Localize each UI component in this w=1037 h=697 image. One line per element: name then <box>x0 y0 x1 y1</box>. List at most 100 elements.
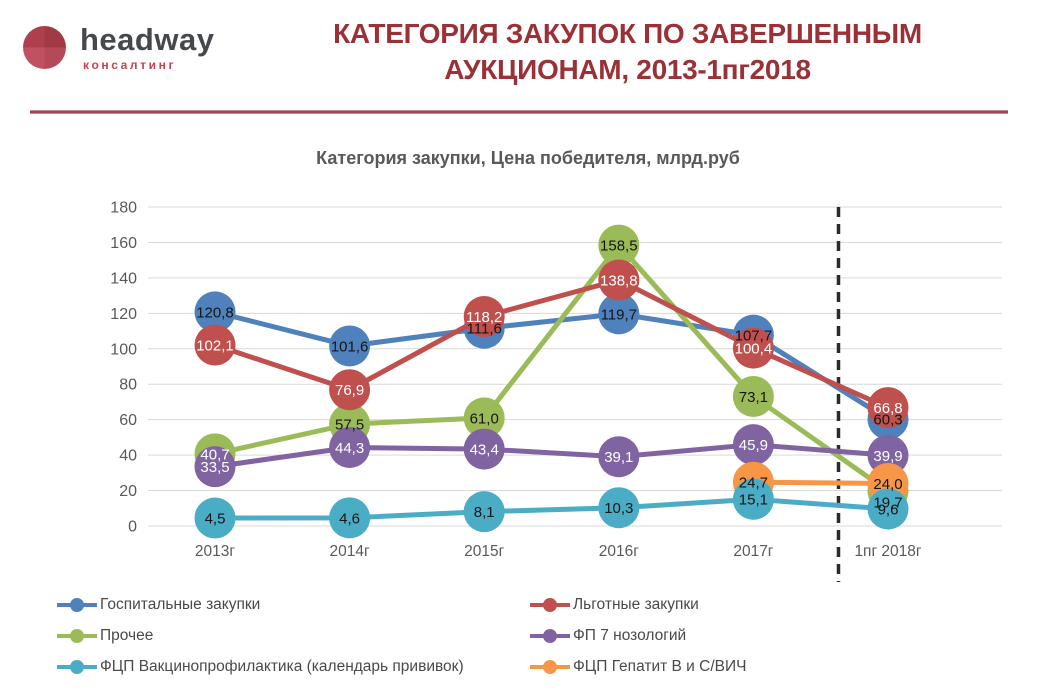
data-label: 60,3 <box>873 412 902 429</box>
data-point-marker <box>194 291 236 333</box>
series-line <box>214 496 889 521</box>
legend-label: ФЦП Вакцинопрофилактика (календарь приви… <box>100 657 464 675</box>
series-line <box>214 241 890 494</box>
data-point-marker <box>329 497 371 539</box>
series-line <box>214 309 890 422</box>
data-label: 102,1 <box>196 338 234 355</box>
legend-label: ФП 7 нозологий <box>573 626 687 644</box>
data-point-marker <box>598 487 640 529</box>
data-label: 44,3 <box>335 440 364 457</box>
data-label: 158,5 <box>600 238 638 255</box>
data-point-marker <box>463 296 505 338</box>
data-label: 15,1 <box>739 492 768 509</box>
data-label: 118,2 <box>466 309 502 326</box>
data-label: 8,1 <box>474 504 495 521</box>
legend-label: Госпитальные закупки <box>100 595 261 613</box>
data-label: 73,1 <box>739 389 768 406</box>
data-point-marker <box>598 293 640 335</box>
data-point-marker <box>732 424 774 466</box>
legend-line-marker-icon <box>530 597 570 612</box>
legend-line-marker-icon <box>57 597 97 612</box>
headway-logo-icon <box>23 26 66 69</box>
legend-item: Льготные закупки <box>530 596 746 614</box>
brand-subtitle: консалтинг <box>83 58 177 72</box>
data-point-marker <box>329 426 371 468</box>
data-label: 119,7 <box>601 306 637 323</box>
y-tick-label: 160 <box>110 235 137 252</box>
legend-item: ФЦП Гепатит В и С/ВИЧ <box>530 658 746 676</box>
y-tick-label: 60 <box>119 412 137 429</box>
data-label: 39,9 <box>873 448 902 465</box>
x-tick-label: 2015г <box>464 543 504 560</box>
series-line <box>214 442 889 470</box>
data-label: 45,9 <box>739 437 768 454</box>
page-title-line1: КАТЕГОРИЯ ЗАКУПОК ПО ЗАВЕРШЕННЫМ <box>333 18 922 49</box>
data-point-marker <box>194 446 236 488</box>
legend-label: Льготные закупки <box>573 595 699 613</box>
data-label: 138,8 <box>600 273 638 290</box>
data-point-marker <box>598 436 640 478</box>
data-label: 24,7 <box>739 475 768 492</box>
y-tick-label: 140 <box>110 270 137 287</box>
y-tick-label: 40 <box>119 448 137 465</box>
data-label: 40,7 <box>200 446 229 463</box>
data-label: 4,6 <box>339 510 360 527</box>
data-label: 43,4 <box>470 442 499 459</box>
data-label: 100,4 <box>735 341 773 358</box>
data-label: 24,0 <box>873 476 902 493</box>
legend-label: ФЦП Гепатит В и С/ВИЧ <box>573 657 747 675</box>
chart-legend: Госпитальные закупки Прочее ФЦП Вакцинопро… <box>57 589 746 682</box>
data-point-marker <box>194 497 236 539</box>
y-tick-label: 0 <box>128 519 137 536</box>
page-title: КАТЕГОРИЯ ЗАКУПОК ПО ЗАВЕРШЕННЫМ АУКЦИОН… <box>250 16 1005 88</box>
data-point-marker <box>867 387 909 429</box>
chart-title: Категория закупки, Цена победителя, млрд… <box>316 148 740 168</box>
legend-item: ФЦП Вакцинопрофилактика (календарь приви… <box>57 658 530 676</box>
data-label: 9,6 <box>878 501 899 518</box>
data-point-marker <box>598 224 640 266</box>
x-tick-label: 2017г <box>733 543 773 560</box>
legend-line-marker-icon <box>57 628 97 643</box>
legend-item: Прочее <box>57 627 530 645</box>
legend-item: ФП 7 нозологий <box>530 627 746 645</box>
legend-label: Прочее <box>100 626 154 644</box>
data-label: 107,7 <box>735 328 773 345</box>
brand-name: headway <box>80 22 215 57</box>
series-line <box>214 277 890 410</box>
x-tick-label: 1пг 2018г <box>854 543 921 560</box>
data-label: 39,1 <box>604 449 633 466</box>
data-label: 120,8 <box>196 304 234 321</box>
y-tick-label: 180 <box>110 200 137 217</box>
data-label: 19,7 <box>873 495 902 512</box>
legend-item: Госпитальные закупки <box>57 596 530 614</box>
legend-line-marker-icon <box>530 659 570 674</box>
data-point-marker <box>194 324 236 366</box>
legend-line-marker-icon <box>530 628 570 643</box>
data-point-marker <box>732 375 774 417</box>
data-point-marker <box>329 325 371 367</box>
page-title-line2: АУКЦИОНАМ, 2013-1пг2018 <box>444 54 811 85</box>
data-label: 76,9 <box>335 382 364 399</box>
data-point-marker <box>463 491 505 533</box>
y-tick-label: 100 <box>110 341 137 358</box>
data-label: 10,3 <box>604 500 633 517</box>
data-point-marker <box>867 488 909 530</box>
y-tick-label: 80 <box>119 377 137 394</box>
data-label: 101,6 <box>331 338 369 355</box>
data-point-marker <box>463 428 505 470</box>
data-label: 57,5 <box>335 417 364 434</box>
data-point-marker <box>732 327 774 369</box>
data-label: 33,5 <box>200 459 229 476</box>
y-tick-label: 120 <box>110 306 137 323</box>
header-divider <box>30 110 1008 114</box>
data-point-marker <box>732 478 774 520</box>
data-point-marker <box>329 369 371 411</box>
data-point-marker <box>867 434 909 476</box>
x-tick-label: 2016г <box>599 543 639 560</box>
data-label: 66,8 <box>873 400 902 417</box>
series-line <box>753 479 889 486</box>
x-tick-label: 2013г <box>195 543 235 560</box>
data-label: 4,5 <box>205 511 226 528</box>
legend-line-marker-icon <box>57 659 97 674</box>
